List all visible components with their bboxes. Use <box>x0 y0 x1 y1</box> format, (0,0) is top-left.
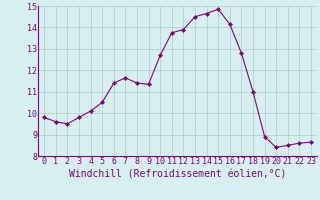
X-axis label: Windchill (Refroidissement éolien,°C): Windchill (Refroidissement éolien,°C) <box>69 169 286 179</box>
